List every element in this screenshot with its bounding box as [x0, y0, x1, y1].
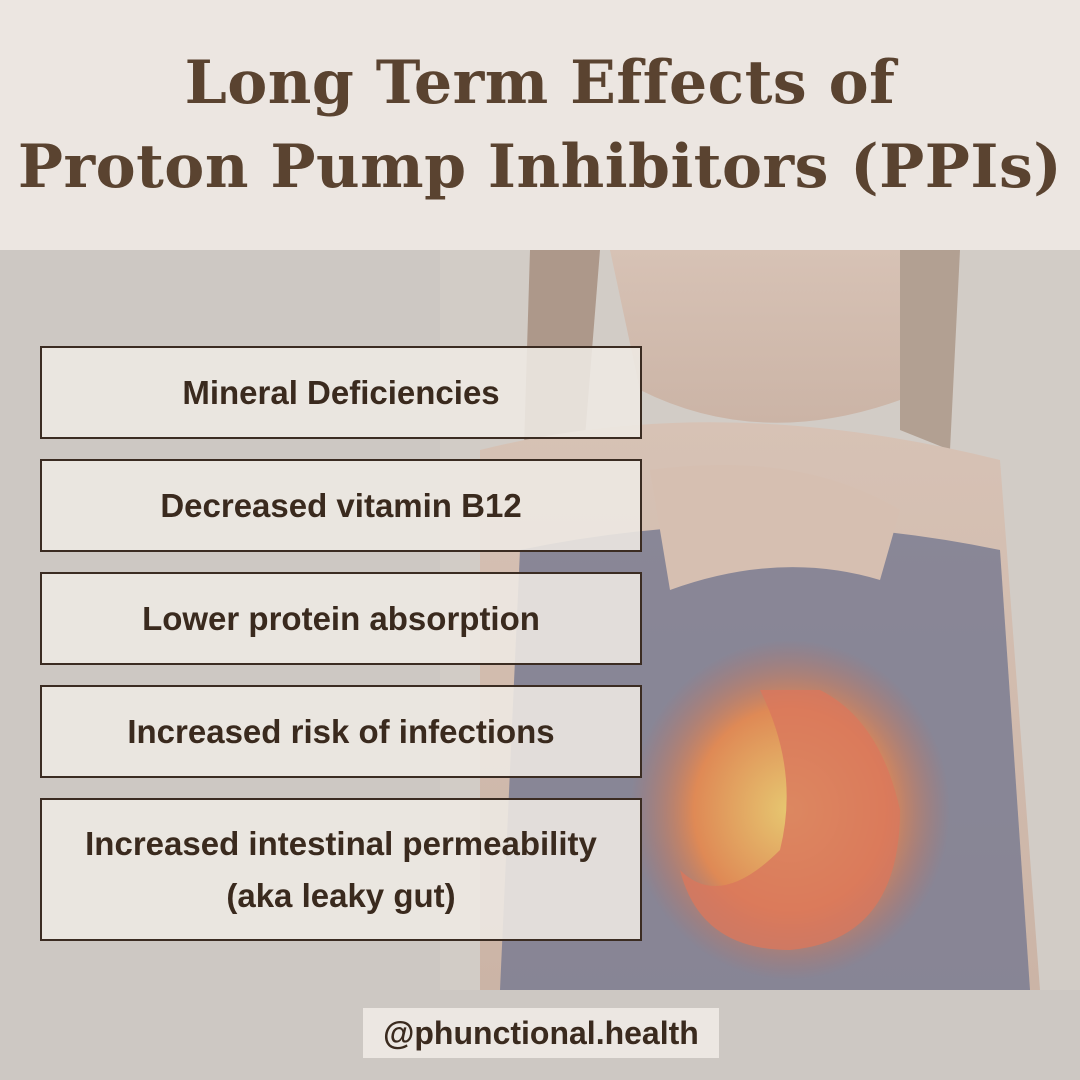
handle: @phunctional.health: [363, 1008, 719, 1058]
effect-text: Decreased vitamin B12: [160, 486, 522, 524]
title-line: Long Term Effects of: [184, 48, 896, 118]
title-line: Proton Pump Inhibitors (PPIs): [17, 132, 1063, 202]
effect-text: Lower protein absorption: [142, 599, 540, 637]
effect-text: Increased intestinal permeability: [85, 824, 597, 862]
effect-text: Increased risk of infections: [127, 712, 555, 750]
effect-box: Increased intestinal permeability (aka le…: [40, 798, 642, 941]
effect-box: Increased risk of infections: [40, 685, 642, 778]
effect-box: Decreased vitamin B12: [40, 459, 642, 552]
effects-list: Mineral Deficiencies Decreased vitamin B1…: [40, 346, 642, 961]
effect-text: Mineral Deficiencies: [182, 373, 500, 411]
effect-box: Mineral Deficiencies: [40, 346, 642, 439]
effect-box: Lower protein absorption: [40, 572, 642, 665]
effect-text: (aka leaky gut): [226, 876, 456, 914]
header: Long Term Effects of Proton Pump Inhibito…: [0, 0, 1080, 250]
